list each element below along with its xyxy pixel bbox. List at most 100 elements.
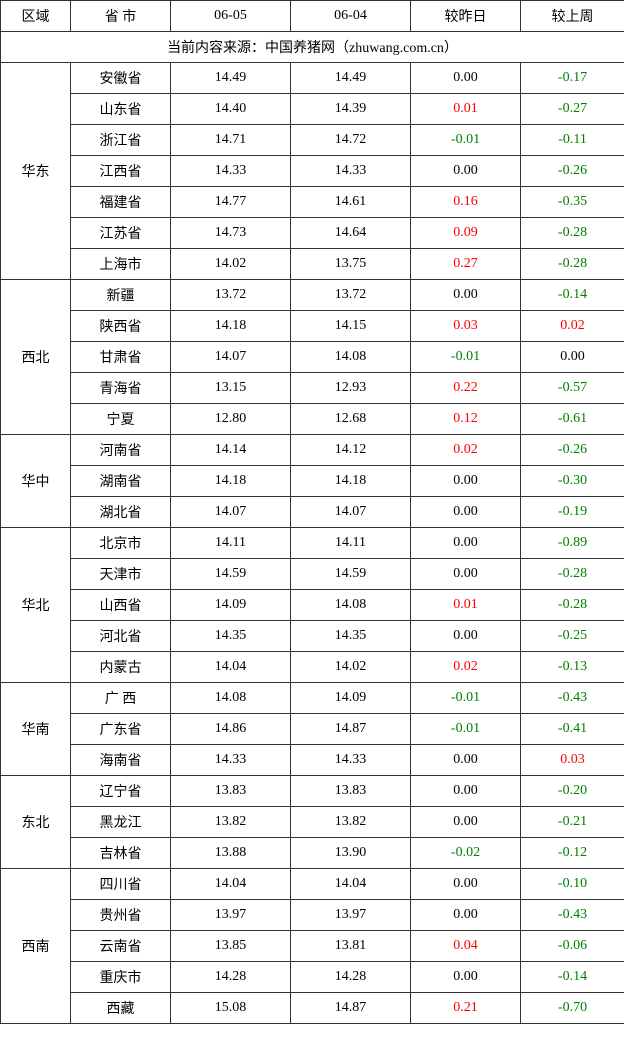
diff-vs-yesterday: 0.00 [411, 528, 521, 559]
province-cell: 上海市 [71, 249, 171, 280]
col-header-date2: 06-04 [291, 1, 411, 32]
source-text: 当前内容来源：中国养猪网（zhuwang.com.cn） [1, 32, 624, 63]
region-cell: 华东 [1, 63, 71, 280]
province-cell: 湖北省 [71, 497, 171, 528]
diff-vs-lastweek: -0.27 [521, 94, 624, 125]
diff-vs-yesterday: -0.01 [411, 683, 521, 714]
value-date1: 14.35 [171, 621, 291, 652]
table-row: 西北新疆13.7213.720.00-0.14 [1, 280, 624, 311]
province-cell: 山东省 [71, 94, 171, 125]
province-cell: 吉林省 [71, 838, 171, 869]
value-date1: 13.85 [171, 931, 291, 962]
diff-vs-yesterday: 0.00 [411, 280, 521, 311]
province-cell: 福建省 [71, 187, 171, 218]
diff-vs-lastweek: -0.28 [521, 559, 624, 590]
diff-vs-lastweek: -0.20 [521, 776, 624, 807]
value-date1: 14.59 [171, 559, 291, 590]
value-date2: 13.72 [291, 280, 411, 311]
value-date1: 13.97 [171, 900, 291, 931]
diff-vs-lastweek: -0.41 [521, 714, 624, 745]
value-date1: 14.18 [171, 311, 291, 342]
table-row: 黑龙江13.8213.820.00-0.21 [1, 807, 624, 838]
diff-vs-yesterday: -0.01 [411, 125, 521, 156]
table-row: 广东省14.8614.87-0.01-0.41 [1, 714, 624, 745]
diff-vs-yesterday: 0.12 [411, 404, 521, 435]
diff-vs-lastweek: -0.28 [521, 590, 624, 621]
value-date2: 14.28 [291, 962, 411, 993]
value-date1: 14.71 [171, 125, 291, 156]
value-date1: 14.33 [171, 156, 291, 187]
value-date1: 14.11 [171, 528, 291, 559]
region-cell: 华中 [1, 435, 71, 528]
value-date2: 14.87 [291, 714, 411, 745]
value-date1: 13.15 [171, 373, 291, 404]
table-row: 华东安徽省14.4914.490.00-0.17 [1, 63, 624, 94]
value-date2: 14.39 [291, 94, 411, 125]
value-date2: 14.12 [291, 435, 411, 466]
table-row: 西南四川省14.0414.040.00-0.10 [1, 869, 624, 900]
diff-vs-lastweek: -0.30 [521, 466, 624, 497]
table-row: 陕西省14.1814.150.030.02 [1, 311, 624, 342]
value-date1: 14.09 [171, 590, 291, 621]
table-row: 甘肃省14.0714.08-0.010.00 [1, 342, 624, 373]
province-cell: 重庆市 [71, 962, 171, 993]
diff-vs-yesterday: 0.00 [411, 869, 521, 900]
value-date1: 14.18 [171, 466, 291, 497]
header-row: 区域 省 市 06-05 06-04 较昨日 较上周 [1, 1, 624, 32]
region-cell: 东北 [1, 776, 71, 869]
table-body: 华东安徽省14.4914.490.00-0.17山东省14.4014.390.0… [1, 63, 624, 1024]
diff-vs-lastweek: -0.13 [521, 652, 624, 683]
diff-vs-lastweek: -0.70 [521, 993, 624, 1024]
diff-vs-yesterday: 0.01 [411, 94, 521, 125]
value-date1: 14.86 [171, 714, 291, 745]
value-date2: 14.64 [291, 218, 411, 249]
table-row: 华北北京市14.1114.110.00-0.89 [1, 528, 624, 559]
province-cell: 安徽省 [71, 63, 171, 94]
value-date2: 14.08 [291, 342, 411, 373]
col-header-province: 省 市 [71, 1, 171, 32]
value-date1: 15.08 [171, 993, 291, 1024]
table-row: 华中河南省14.1414.120.02-0.26 [1, 435, 624, 466]
diff-vs-yesterday: 0.00 [411, 559, 521, 590]
diff-vs-yesterday: 0.00 [411, 621, 521, 652]
diff-vs-lastweek: -0.17 [521, 63, 624, 94]
value-date1: 14.33 [171, 745, 291, 776]
diff-vs-yesterday: 0.03 [411, 311, 521, 342]
province-cell: 河北省 [71, 621, 171, 652]
value-date2: 14.61 [291, 187, 411, 218]
diff-vs-yesterday: -0.01 [411, 342, 521, 373]
diff-vs-yesterday: 0.21 [411, 993, 521, 1024]
diff-vs-lastweek: -0.26 [521, 156, 624, 187]
col-header-vs-yesterday: 较昨日 [411, 1, 521, 32]
col-header-region: 区域 [1, 1, 71, 32]
region-cell: 西南 [1, 869, 71, 1024]
value-date1: 14.02 [171, 249, 291, 280]
diff-vs-lastweek: -0.61 [521, 404, 624, 435]
diff-vs-yesterday: 0.02 [411, 652, 521, 683]
value-date1: 13.88 [171, 838, 291, 869]
value-date1: 13.83 [171, 776, 291, 807]
diff-vs-lastweek: -0.14 [521, 962, 624, 993]
value-date1: 14.07 [171, 497, 291, 528]
province-cell: 甘肃省 [71, 342, 171, 373]
table-row: 福建省14.7714.610.16-0.35 [1, 187, 624, 218]
diff-vs-lastweek: -0.10 [521, 869, 624, 900]
table-row: 浙江省14.7114.72-0.01-0.11 [1, 125, 624, 156]
value-date2: 14.35 [291, 621, 411, 652]
value-date2: 14.33 [291, 745, 411, 776]
province-cell: 新疆 [71, 280, 171, 311]
value-date2: 13.81 [291, 931, 411, 962]
province-cell: 河南省 [71, 435, 171, 466]
table-row: 河北省14.3514.350.00-0.25 [1, 621, 624, 652]
province-cell: 宁夏 [71, 404, 171, 435]
value-date1: 14.49 [171, 63, 291, 94]
value-date2: 14.18 [291, 466, 411, 497]
province-cell: 辽宁省 [71, 776, 171, 807]
table-row: 宁夏12.8012.680.12-0.61 [1, 404, 624, 435]
diff-vs-lastweek: -0.21 [521, 807, 624, 838]
table-row: 天津市14.5914.590.00-0.28 [1, 559, 624, 590]
diff-vs-yesterday: 0.00 [411, 745, 521, 776]
province-cell: 北京市 [71, 528, 171, 559]
value-date1: 14.08 [171, 683, 291, 714]
diff-vs-lastweek: -0.57 [521, 373, 624, 404]
